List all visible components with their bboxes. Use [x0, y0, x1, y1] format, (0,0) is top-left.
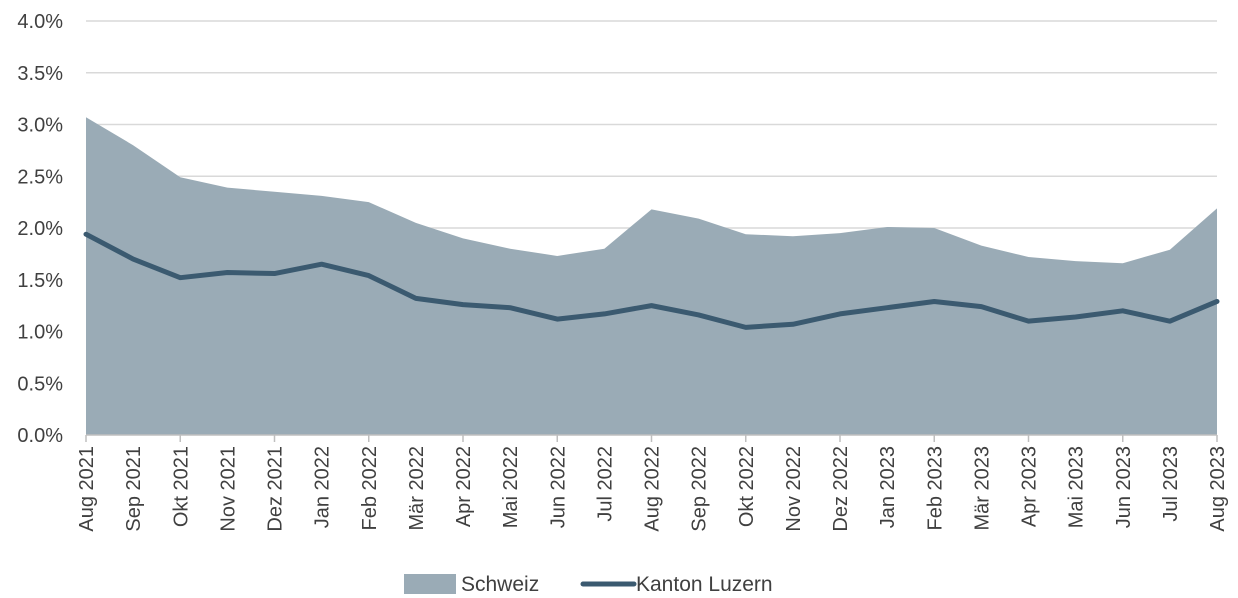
x-tick-labels: Aug 2021 Sep 2021 Okt 2021 Nov 2021 Dez 2021…	[76, 446, 1229, 532]
kanton-luzern-line	[83, 231, 1220, 330]
x-tick-label: Sep 2022	[689, 446, 711, 532]
y-tick-label: 2.5%	[17, 166, 63, 188]
legend: Schweiz Kanton Luzern	[404, 573, 773, 596]
y-tick-labels: 0.0% 0.5% 1.0% 1.5% 2.0% 2.5% 3.0% 3.5% 4.0%	[17, 11, 63, 447]
x-tick-label: Feb 2023	[924, 446, 946, 531]
x-tick-label: Okt 2021	[170, 446, 192, 527]
y-tick-label: 3.5%	[17, 63, 63, 85]
kanton-luzern-line-series	[83, 231, 1220, 330]
schweiz-area-series	[86, 117, 1217, 435]
legend-label-schweiz: Schweiz	[461, 573, 539, 596]
x-tick-label: Aug 2021	[76, 446, 98, 532]
x-tick-label: Mär 2023	[971, 446, 993, 531]
schweiz-area	[86, 117, 1217, 435]
legend-swatch-schweiz	[404, 574, 456, 594]
y-tick-label: 1.0%	[17, 322, 63, 344]
x-tick-label: Dez 2021	[265, 446, 287, 532]
x-tick-label: Aug 2022	[642, 446, 664, 532]
x-tick-label: Apr 2022	[453, 446, 475, 527]
y-tick-label: 2.0%	[17, 218, 63, 240]
x-tick-label: Jan 2023	[877, 446, 899, 528]
x-tick-label: Jul 2022	[594, 446, 616, 522]
y-tick-label: 3.0%	[17, 115, 63, 137]
x-tick-label: Mai 2023	[1066, 446, 1088, 528]
legend-label-kanton-luzern: Kanton Luzern	[636, 573, 773, 596]
x-tick-label: Mai 2022	[500, 446, 522, 528]
x-tick-label: Feb 2022	[359, 446, 381, 531]
x-tick-label: Nov 2022	[783, 446, 805, 532]
x-tick-label: Sep 2021	[123, 446, 145, 532]
y-tick-label: 0.0%	[17, 425, 63, 447]
x-tick-label: Dez 2022	[830, 446, 852, 532]
x-tick-label: Jan 2022	[312, 446, 334, 528]
x-tick-label: Jun 2022	[547, 446, 569, 528]
y-tick-label: 1.5%	[17, 270, 63, 292]
x-tick-label: Aug 2023	[1207, 446, 1229, 532]
x-axis	[85, 434, 1218, 442]
x-tick-label: Apr 2023	[1019, 446, 1041, 527]
x-tick-label: Mär 2022	[406, 446, 428, 531]
x-tick-label: Nov 2021	[217, 446, 239, 532]
y-tick-label: 0.5%	[17, 373, 63, 395]
x-tick-label: Jun 2023	[1113, 446, 1135, 528]
x-tick-label: Jul 2023	[1160, 446, 1182, 522]
y-tick-label: 4.0%	[17, 11, 63, 33]
x-tick-label: Okt 2022	[736, 446, 758, 527]
